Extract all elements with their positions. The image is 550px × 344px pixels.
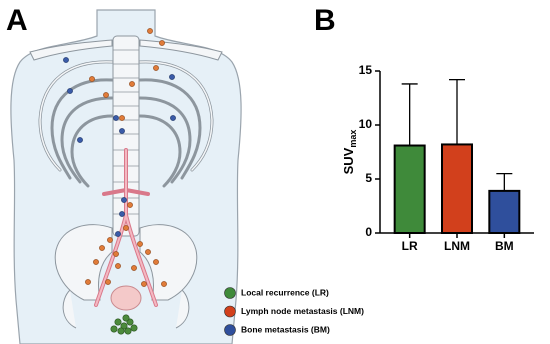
legend-label: Local recurrence (LR) [241, 287, 329, 297]
y-tick-label: 15 [359, 63, 373, 77]
x-tick-label: BM [495, 239, 514, 253]
bar [488, 189, 521, 235]
y-tick-label: 10 [359, 117, 373, 131]
legend: Local recurrence (LR) Lymph node metastas… [224, 287, 364, 336]
legend-label: Lymph node metastasis (LNM) [241, 306, 364, 316]
y-axis-label: SUVmax [341, 130, 358, 175]
legend-swatch [224, 305, 236, 318]
anatomy-illustration [10, 9, 242, 344]
y-tick-label: 5 [365, 171, 372, 185]
x-tick-label: LR [402, 239, 418, 253]
lesion-dots [63, 28, 176, 335]
bar-chart: 0 5 10 15 SUVmax LR LNM BM [341, 63, 534, 253]
y-axis-label-sub: max [348, 130, 358, 148]
bar [393, 144, 426, 235]
x-tick-label: LNM [444, 239, 470, 253]
legend-swatch [224, 324, 236, 336]
y-tick-label: 0 [365, 225, 372, 239]
legend-label: Bone metastasis (BM) [241, 324, 330, 334]
bar [441, 143, 473, 234]
legend-swatch [224, 287, 236, 299]
y-axis-label-main: SUV [341, 147, 356, 174]
panel-label: B [314, 4, 336, 37]
panel-label: A [6, 4, 28, 37]
